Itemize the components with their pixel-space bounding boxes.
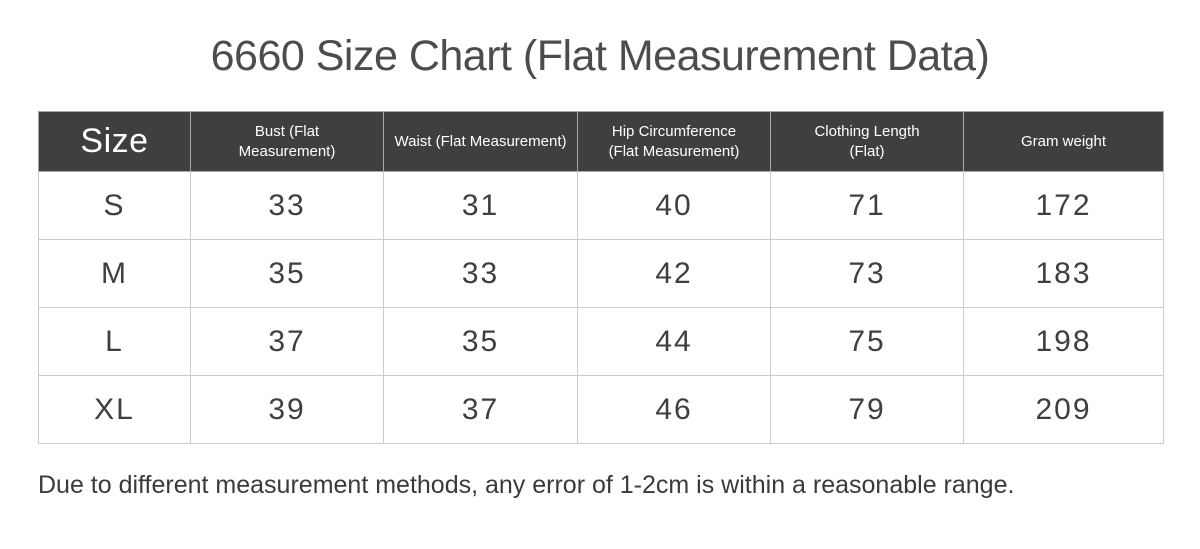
table-header: Size Bust (Flat Measurement) Waist (Flat… xyxy=(38,111,1164,172)
value-cell: 209 xyxy=(963,375,1164,444)
column-header-waist: Waist (Flat Measurement) xyxy=(383,111,578,172)
size-cell: L xyxy=(38,307,191,376)
value-cell: 31 xyxy=(383,171,578,240)
size-chart-table: Size Bust (Flat Measurement) Waist (Flat… xyxy=(38,111,1164,444)
value-cell: 198 xyxy=(963,307,1164,376)
value-cell: 42 xyxy=(577,239,771,308)
value-cell: 46 xyxy=(577,375,771,444)
value-cell: 35 xyxy=(383,307,578,376)
column-header-bust: Bust (Flat Measurement) xyxy=(190,111,384,172)
size-cell: S xyxy=(38,171,191,240)
value-cell: 44 xyxy=(577,307,771,376)
value-cell: 73 xyxy=(770,239,964,308)
header-label: Gram weight xyxy=(1020,132,1107,150)
value-cell: 37 xyxy=(383,375,578,444)
column-header-gram-weight: Gram weight xyxy=(963,111,1164,172)
table-row: M 35 33 42 73 183 xyxy=(38,239,1164,308)
footnote-text: Due to different measurement methods, an… xyxy=(38,471,1015,499)
header-label: (Flat Measurement) xyxy=(608,142,740,160)
value-cell: 40 xyxy=(577,171,771,240)
table-row: XL 39 37 46 79 209 xyxy=(38,375,1164,444)
value-cell: 37 xyxy=(190,307,384,376)
header-label: Size xyxy=(80,122,149,161)
value-cell: 39 xyxy=(190,375,384,444)
value-cell: 172 xyxy=(963,171,1164,240)
value-cell: 33 xyxy=(383,239,578,308)
column-header-clothing-length: Clothing Length (Flat) xyxy=(770,111,964,172)
page-title: 6660 Size Chart (Flat Measurement Data) xyxy=(210,32,990,80)
column-header-hip: Hip Circumference (Flat Measurement) xyxy=(577,111,771,172)
value-cell: 79 xyxy=(770,375,964,444)
header-label: Waist (Flat Measurement) xyxy=(394,132,567,150)
size-cell: XL xyxy=(38,375,191,444)
header-label: (Flat) xyxy=(849,142,885,160)
value-cell: 33 xyxy=(190,171,384,240)
value-cell: 35 xyxy=(190,239,384,308)
header-label: Hip Circumference xyxy=(611,123,737,140)
value-cell: 75 xyxy=(770,307,964,376)
table-row: L 37 35 44 75 198 xyxy=(38,307,1164,376)
column-header-size: Size xyxy=(38,111,191,172)
value-cell: 71 xyxy=(770,171,964,240)
table-row: S 33 31 40 71 172 xyxy=(38,171,1164,240)
header-row: Size Bust (Flat Measurement) Waist (Flat… xyxy=(38,111,1164,172)
header-label: Clothing Length xyxy=(814,123,920,140)
header-label: Measurement) xyxy=(238,142,336,160)
size-table-body: S 33 31 40 71 172 M 35 33 42 73 183 L 37 35 44 75 198 XL 39… xyxy=(38,171,1164,444)
header-label: Bust (Flat xyxy=(254,123,320,140)
size-cell: M xyxy=(38,239,191,308)
value-cell: 183 xyxy=(963,239,1164,308)
